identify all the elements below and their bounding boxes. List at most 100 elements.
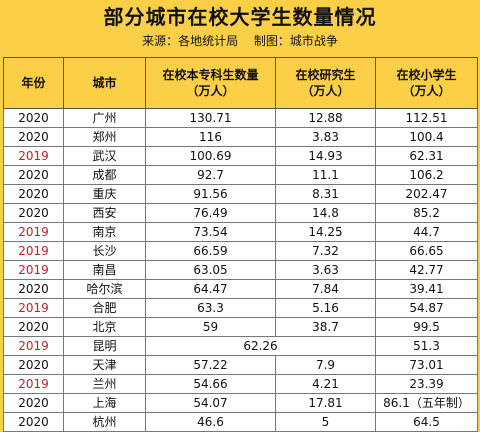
year-cell: 2020 [3,165,64,185]
undergrad-cell: 66.59 [145,241,276,261]
grad-cell: 4.21 [275,374,376,394]
grad-cell: 14.8 [275,203,376,223]
undergrad-cell: 100.69 [145,146,276,166]
primary-cell: 51.3 [375,336,478,356]
table-row: 2019 昆明 62.26 51.3 [3,336,478,356]
header-city: 城市 [63,57,146,109]
grad-cell: 7.9 [275,355,376,375]
table-row: 2019 长沙 66.59 7.32 66.65 [3,241,478,261]
city-cell: 武汉 [63,146,146,166]
year-cell: 2019 [3,241,64,261]
header-grad: 在校研究生 （万人） [275,57,376,109]
primary-cell: 44.7 [375,222,478,242]
year-cell: 2020 [3,184,64,204]
primary-cell: 112.51 [375,108,478,128]
year-cell: 2019 [3,146,64,166]
table-row: 2020 上海 54.07 17.81 86.1（五年制） [3,393,478,413]
city-cell: 哈尔滨 [63,279,146,299]
table-row: 2020 广州 130.71 12.88 112.51 [3,108,478,128]
primary-cell: 39.41 [375,279,478,299]
grad-cell: 38.7 [275,317,376,337]
city-cell: 长沙 [63,241,146,261]
table-row: 2020 重庆 91.56 8.31 202.47 [3,184,478,204]
source-text: 来源：各地统计局 [142,34,239,48]
grad-cell: 12.88 [275,108,376,128]
chart-title: 部分城市在校大学生数量情况 [103,5,377,29]
table-row: 2019 武汉 100.69 14.93 62.31 [3,146,478,166]
primary-cell: 85.2 [375,203,478,223]
header-primary: 在校小学生 （万人） [375,57,478,109]
year-cell: 2020 [3,412,64,432]
primary-cell: 100.4 [375,127,478,147]
grad-cell: 14.25 [275,222,376,242]
table-row: 2020 成都 92.7 11.1 106.2 [3,165,478,185]
primary-cell: 54.87 [375,298,478,318]
header-undergrad: 在校本专科生数量 （万人） [145,57,276,109]
table-row: 2020 哈尔滨 64.47 7.84 39.41 [3,279,478,299]
city-cell: 天津 [63,355,146,375]
year-cell: 2019 [3,374,64,394]
primary-cell: 73.01 [375,355,478,375]
header-year: 年份 [3,57,64,109]
city-cell: 西安 [63,203,146,223]
undergrad-cell: 92.7 [145,165,276,185]
city-cell: 重庆 [63,184,146,204]
city-cell: 南昌 [63,260,146,280]
table-row: 2019 南京 73.54 14.25 44.7 [3,222,478,242]
primary-cell: 66.65 [375,241,478,261]
year-cell: 2020 [3,393,64,413]
table-row: 2019 南昌 63.05 3.63 42.77 [3,260,478,280]
year-cell: 2019 [3,260,64,280]
table-row: 2019 兰州 54.66 4.21 23.39 [3,374,478,394]
year-cell: 2019 [3,298,64,318]
undergrad-cell: 76.49 [145,203,276,223]
primary-cell: 23.39 [375,374,478,394]
grad-cell: 5.16 [275,298,376,318]
grad-cell: 11.1 [275,165,376,185]
city-cell: 北京 [63,317,146,337]
city-cell: 南京 [63,222,146,242]
header-row: 年份 城市 在校本专科生数量 （万人） 在校研究生 （万人） 在校小学生 （万人） [3,57,478,109]
undergrad-grad-merged-cell: 62.26 [145,336,376,356]
city-cell: 郑州 [63,127,146,147]
undergrad-cell: 54.66 [145,374,276,394]
city-cell: 广州 [63,108,146,128]
maker-text: 制图：城市战争 [253,34,338,48]
city-cell: 昆明 [63,336,146,356]
year-cell: 2020 [3,127,64,147]
table-row: 2020 天津 57.22 7.9 73.01 [3,355,478,375]
primary-cell: 106.2 [375,165,478,185]
grad-cell: 3.63 [275,260,376,280]
primary-cell: 99.5 [375,317,478,337]
grad-cell: 7.32 [275,241,376,261]
undergrad-cell: 57.22 [145,355,276,375]
source-line: 来源：各地统计局 制图：城市战争 [0,33,480,49]
undergrad-cell: 130.71 [145,108,276,128]
table-body: 2020 广州 130.71 12.88 112.51 2020 郑州 116 3.83 100.… [3,108,478,432]
year-cell: 2020 [3,355,64,375]
undergrad-cell: 63.3 [145,298,276,318]
city-cell: 成都 [63,165,146,185]
table-row: 2019 合肥 63.3 5.16 54.87 [3,298,478,318]
city-cell: 合肥 [63,298,146,318]
table-row: 2020 北京 59 38.7 99.5 [3,317,478,337]
undergrad-cell: 54.07 [145,393,276,413]
grad-cell: 8.31 [275,184,376,204]
table-row: 2020 西安 76.49 14.8 85.2 [3,203,478,223]
grad-cell: 7.84 [275,279,376,299]
city-cell: 上海 [63,393,146,413]
year-cell: 2020 [3,317,64,337]
undergrad-cell: 116 [145,127,276,147]
year-cell: 2020 [3,279,64,299]
undergrad-cell: 64.47 [145,279,276,299]
year-cell: 2019 [3,336,64,356]
year-cell: 2019 [3,222,64,242]
table-row: 2020 郑州 116 3.83 100.4 [3,127,478,147]
city-cell: 杭州 [63,412,146,432]
year-cell: 2020 [3,108,64,128]
primary-cell: 202.47 [375,184,478,204]
undergrad-cell: 91.56 [145,184,276,204]
city-cell: 兰州 [63,374,146,394]
undergrad-cell: 59 [145,317,276,337]
undergrad-cell: 46.6 [145,412,276,432]
